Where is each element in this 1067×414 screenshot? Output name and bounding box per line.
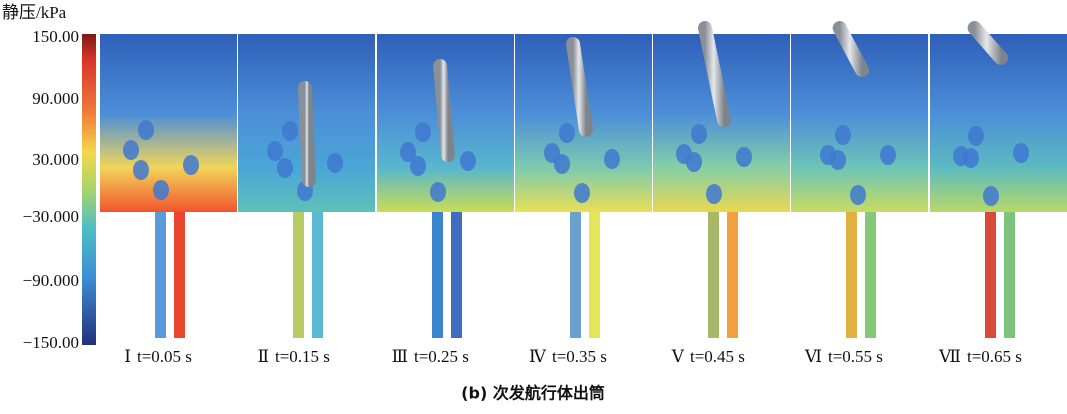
cavity [277, 158, 293, 178]
cavity [400, 142, 416, 162]
colorbar [82, 34, 96, 345]
cavity [183, 155, 199, 175]
cavity [676, 144, 692, 164]
tube-right [865, 212, 876, 338]
panel-time: t=0.25 s [414, 347, 469, 366]
cavity [430, 182, 446, 202]
panel-time: t=0.35 s [552, 347, 607, 366]
tube-left [432, 212, 443, 338]
panel-label: Ⅶ [938, 347, 961, 366]
colorbar-tick-label: −90.000 [23, 271, 79, 290]
cavity [604, 149, 620, 169]
caption: (b) 次发航行体出筒 [461, 384, 605, 403]
tube-right [589, 212, 600, 338]
tube-right [312, 212, 323, 338]
cavity [820, 145, 836, 165]
cavity [968, 126, 984, 146]
cavity [327, 153, 343, 173]
panel-time: t=0.15 s [275, 347, 330, 366]
cavity [880, 145, 896, 165]
cavity [983, 186, 999, 206]
panel [377, 34, 514, 338]
panel-label: Ⅲ [392, 347, 408, 366]
cavity [574, 183, 590, 203]
cavity [133, 160, 149, 180]
tube-left [708, 212, 719, 338]
cavity [706, 184, 722, 204]
panel [791, 28, 928, 338]
cavity [736, 147, 752, 167]
cavity [460, 151, 476, 171]
panel [100, 34, 237, 338]
cavity [415, 122, 431, 142]
colorbar-tick-label: −30.000 [23, 207, 79, 226]
figure: 静压/kPa (b) 次发航行体出筒 150.00 90.000 30.000 −30… [0, 0, 1067, 414]
tube-left [570, 212, 581, 338]
cavity [267, 141, 283, 161]
tube-right [1004, 212, 1015, 338]
colorbar-title: 静压/kPa [2, 3, 67, 22]
panel-label: Ⅰ [124, 347, 131, 366]
tube-right [727, 212, 738, 338]
colorbar-tick-label: 90.000 [32, 89, 79, 108]
tube-left [846, 212, 857, 338]
cavity [544, 143, 560, 163]
tube-right [451, 212, 462, 338]
cavity [123, 140, 139, 160]
panel [238, 34, 375, 338]
cavity [282, 121, 298, 141]
cavity [691, 124, 707, 144]
cavity [850, 185, 866, 205]
cavity [559, 123, 575, 143]
colorbar-tick-label: 30.000 [32, 150, 79, 169]
tube-left [155, 212, 166, 338]
cavity [1013, 143, 1029, 163]
panel-time: t=0.05 s [137, 347, 192, 366]
panel [930, 28, 1067, 338]
panel [515, 34, 652, 338]
tube-left [293, 212, 304, 338]
panel-time: t=0.45 s [690, 347, 745, 366]
tube-right [174, 212, 185, 338]
panel-label: Ⅳ [529, 347, 547, 366]
vehicle [440, 66, 448, 155]
cavity [138, 120, 154, 140]
panel-time: t=0.65 s [967, 347, 1022, 366]
panel [653, 28, 790, 338]
tube-left [985, 212, 996, 338]
panel-label: Ⅱ [257, 347, 269, 366]
panel-time: t=0.55 s [828, 347, 883, 366]
colorbar-tick-label: −150.00 [23, 333, 79, 352]
panel-label: Ⅴ [671, 347, 685, 366]
cavity [835, 125, 851, 145]
colorbar-tick-label: 150.00 [32, 27, 79, 46]
vehicle [305, 88, 309, 180]
cavity [953, 146, 969, 166]
panel-label: Ⅵ [804, 347, 822, 366]
